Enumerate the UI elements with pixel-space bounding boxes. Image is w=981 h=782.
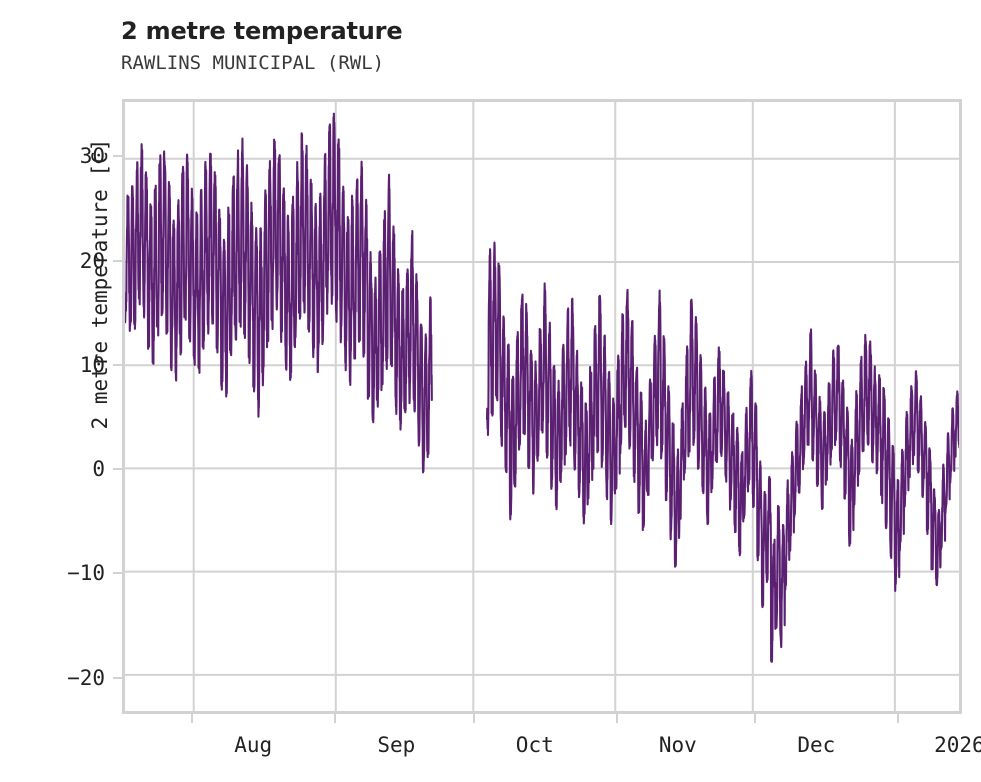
x-tick-mark xyxy=(615,714,618,723)
y-tick-mark xyxy=(113,676,122,679)
temperature-series xyxy=(125,112,959,663)
x-tick-label: Nov xyxy=(658,733,697,757)
y-tick-label: 30 xyxy=(79,144,105,169)
y-tick-label: 10 xyxy=(79,352,105,377)
x-tick-label: Oct xyxy=(515,733,554,757)
x-axis-ticks: Aug Sep Oct Nov Dec 2026 xyxy=(0,733,981,773)
y-axis-ticks: 30 20 10 0 −10 −20 xyxy=(0,99,105,714)
y-tick-label: 20 xyxy=(79,248,105,273)
y-tick-mark xyxy=(113,468,122,471)
y-tick-mark xyxy=(113,155,122,158)
y-tick-label: 0 xyxy=(92,457,105,482)
x-tick-mark xyxy=(334,714,337,723)
y-tick-mark xyxy=(113,572,122,575)
x-tick-mark xyxy=(897,714,900,723)
chart-subtitle: RAWLINS MUNICIPAL (RWL) xyxy=(121,52,385,74)
x-tick-mark xyxy=(191,714,194,723)
plot-area xyxy=(122,99,962,714)
x-tick-mark xyxy=(472,714,475,723)
y-tick-label: −20 xyxy=(67,665,105,690)
x-tick-label: 2026 xyxy=(934,733,981,757)
y-tick-mark xyxy=(113,259,122,262)
x-tick-label: Dec xyxy=(797,733,836,757)
y-tick-label: −10 xyxy=(67,561,105,586)
y-tick-mark xyxy=(113,363,122,366)
x-tick-mark xyxy=(754,714,757,723)
chart-title: 2 metre temperature xyxy=(121,17,403,45)
x-tick-label: Aug xyxy=(234,733,273,757)
x-tick-label: Sep xyxy=(377,733,416,757)
